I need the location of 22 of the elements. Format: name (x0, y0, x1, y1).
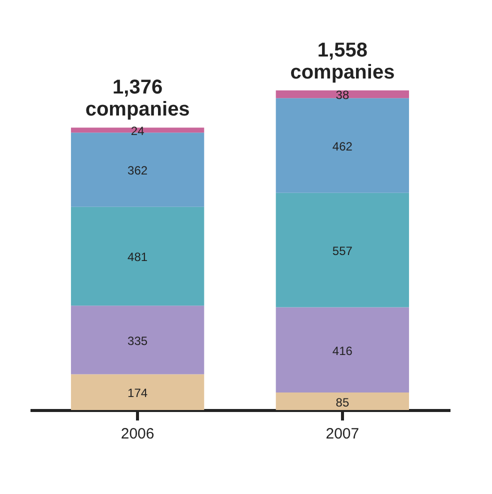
bar (276, 192, 410, 308)
bar (70, 306, 204, 374)
data-label: 416 (332, 344, 353, 358)
bar (276, 392, 410, 410)
bar (70, 128, 204, 133)
data-label: 481 (128, 250, 148, 264)
data-label: 362 (128, 164, 148, 178)
data-label: 38 (336, 88, 350, 102)
bar (70, 206, 204, 306)
data-label: 335 (128, 334, 148, 348)
x-tick-label: 2006 (120, 426, 154, 442)
bar (276, 90, 410, 98)
x-tick-label: 2007 (326, 426, 360, 442)
data-label: 557 (332, 244, 353, 258)
data-label: 174 (128, 386, 148, 400)
total-label: 1,558 companies (290, 39, 395, 84)
bar (276, 98, 410, 193)
bar (70, 374, 204, 410)
total-label: 1,376 companies (85, 76, 190, 121)
data-label: 462 (332, 140, 353, 154)
data-label: 85 (336, 395, 350, 410)
bar (276, 307, 410, 393)
